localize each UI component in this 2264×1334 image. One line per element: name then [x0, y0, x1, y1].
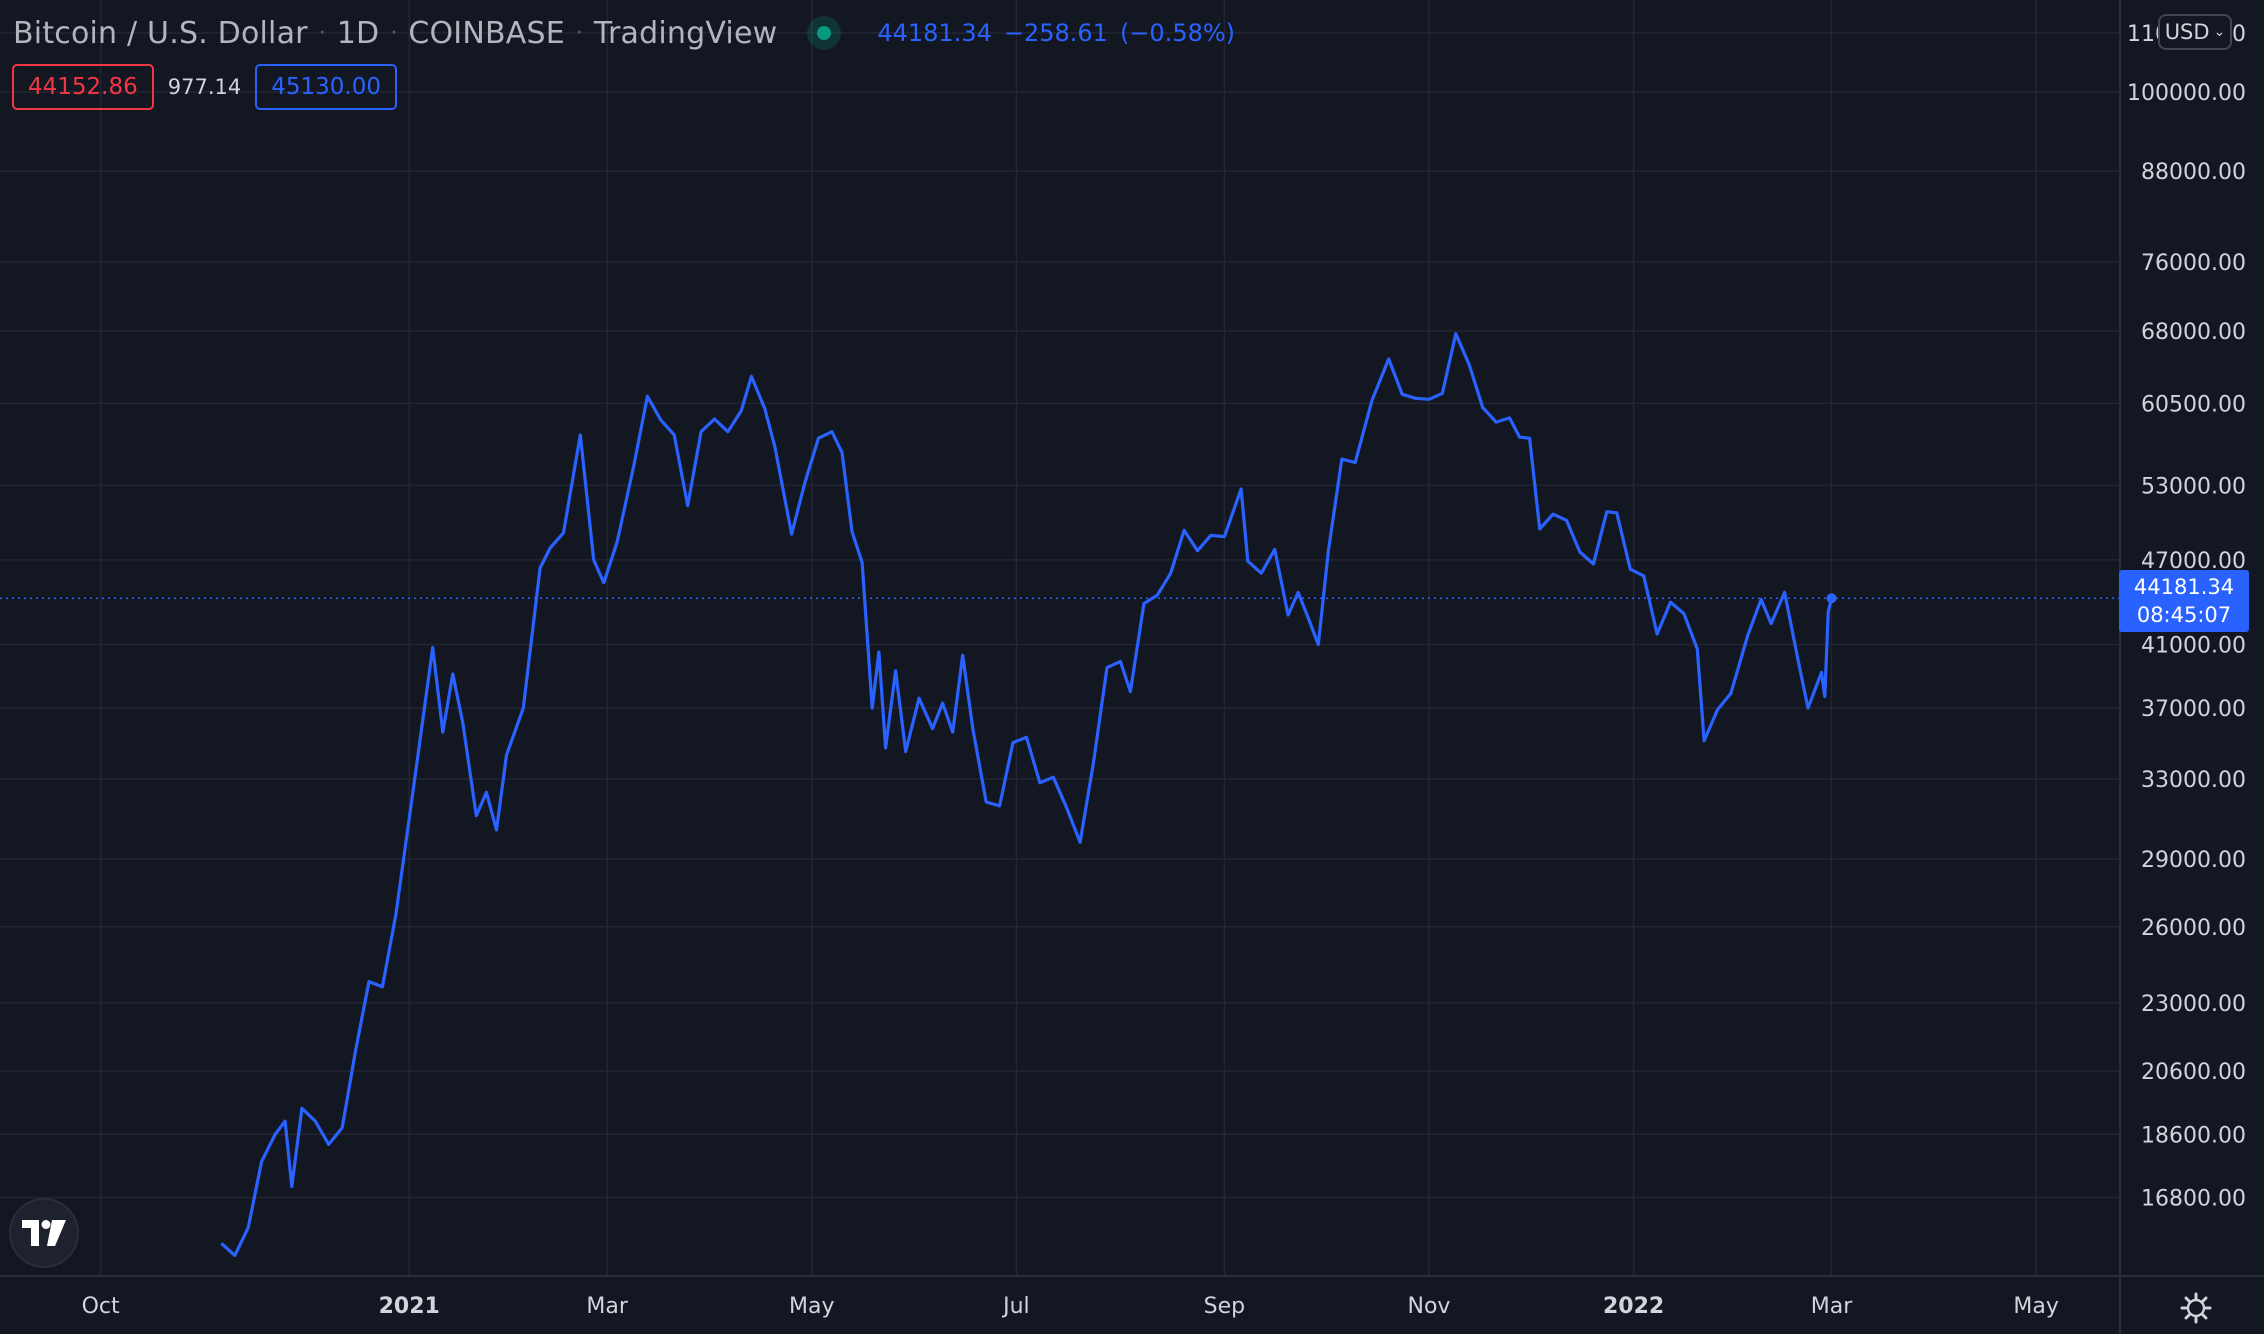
last-price-value: 44181.34 [2133, 575, 2235, 600]
y-tick-label: 20600.00 [2141, 1060, 2246, 1085]
x-tick-label: May [789, 1294, 834, 1319]
y-tick-label: 23000.00 [2141, 992, 2246, 1017]
y-tick-label: 68000.00 [2141, 320, 2246, 345]
y-tick-label: 18600.00 [2141, 1123, 2246, 1148]
header-separator: · [390, 20, 398, 46]
last-price-tag: 44181.34 08:45:07 [2119, 570, 2249, 633]
quote-badges: 44152.86 977.14 45130.00 [12, 64, 397, 110]
y-tick-label: 26000.00 [2141, 916, 2246, 941]
y-tick-label: 53000.00 [2141, 474, 2246, 499]
x-tick-label: Sep [1204, 1294, 1245, 1319]
y-tick-label: 33000.00 [2141, 768, 2246, 793]
symbol-name[interactable]: Bitcoin / U.S. Dollar [13, 15, 308, 51]
source-label: TradingView [593, 15, 778, 51]
spread-value: 977.14 [167, 75, 242, 99]
gear-icon[interactable] [2176, 1288, 2216, 1328]
x-tick-label: Jul [1001, 1294, 1030, 1319]
series-line[interactable] [220, 332, 1834, 1257]
y-tick-label: 60500.00 [2141, 392, 2246, 417]
x-tick-label: 2021 [379, 1294, 440, 1319]
sell-button[interactable]: 44152.86 [12, 64, 154, 110]
y-tick-label: 16800.00 [2141, 1186, 2246, 1211]
last-price-marker [1826, 593, 1837, 604]
y-tick-label: 37000.00 [2141, 697, 2246, 722]
interval-label[interactable]: 1D [336, 15, 380, 51]
y-tick-label: 88000.00 [2141, 160, 2246, 185]
y-tick-label: 41000.00 [2141, 634, 2246, 659]
x-tick-label: Nov [1408, 1294, 1451, 1319]
time-axis[interactable]: Oct 2021 Mar May Jul Sep Nov 2022 Mar May [82, 1294, 2059, 1319]
x-tick-label: 2022 [1603, 1294, 1664, 1319]
header-separator: · [318, 20, 326, 46]
y-tick-label: 100000.00 [2127, 81, 2246, 106]
x-tick-label: Oct [82, 1294, 120, 1319]
x-tick-label: May [2013, 1294, 2058, 1319]
x-tick-label: Mar [586, 1294, 628, 1319]
header-separator: · [575, 20, 583, 46]
header-change-pct: (−0.58%) [1119, 19, 1236, 47]
tradingview-logo-icon[interactable] [9, 1198, 79, 1268]
buy-button[interactable]: 45130.00 [255, 64, 397, 110]
chevron-down-icon: ⌄ [2213, 24, 2226, 40]
currency-selector[interactable]: USD ⌄ [2158, 14, 2232, 50]
symbol-header[interactable]: Bitcoin / U.S. Dollar · 1D · COINBASE · … [13, 12, 1247, 54]
currency-label: USD [2164, 20, 2210, 44]
chart-grid [0, 0, 2120, 1276]
x-tick-label: Mar [1811, 1294, 1853, 1319]
header-last-price: 44181.34 [877, 19, 992, 47]
y-tick-label: 29000.00 [2141, 848, 2246, 873]
market-status-icon[interactable] [807, 16, 842, 50]
exchange-label: COINBASE [408, 15, 565, 51]
y-tick-label: 76000.00 [2141, 251, 2246, 276]
y-tick-label: 47000.00 [2141, 549, 2246, 574]
bar-countdown: 08:45:07 [2136, 603, 2232, 628]
header-change: −258.61 [1003, 19, 1108, 47]
